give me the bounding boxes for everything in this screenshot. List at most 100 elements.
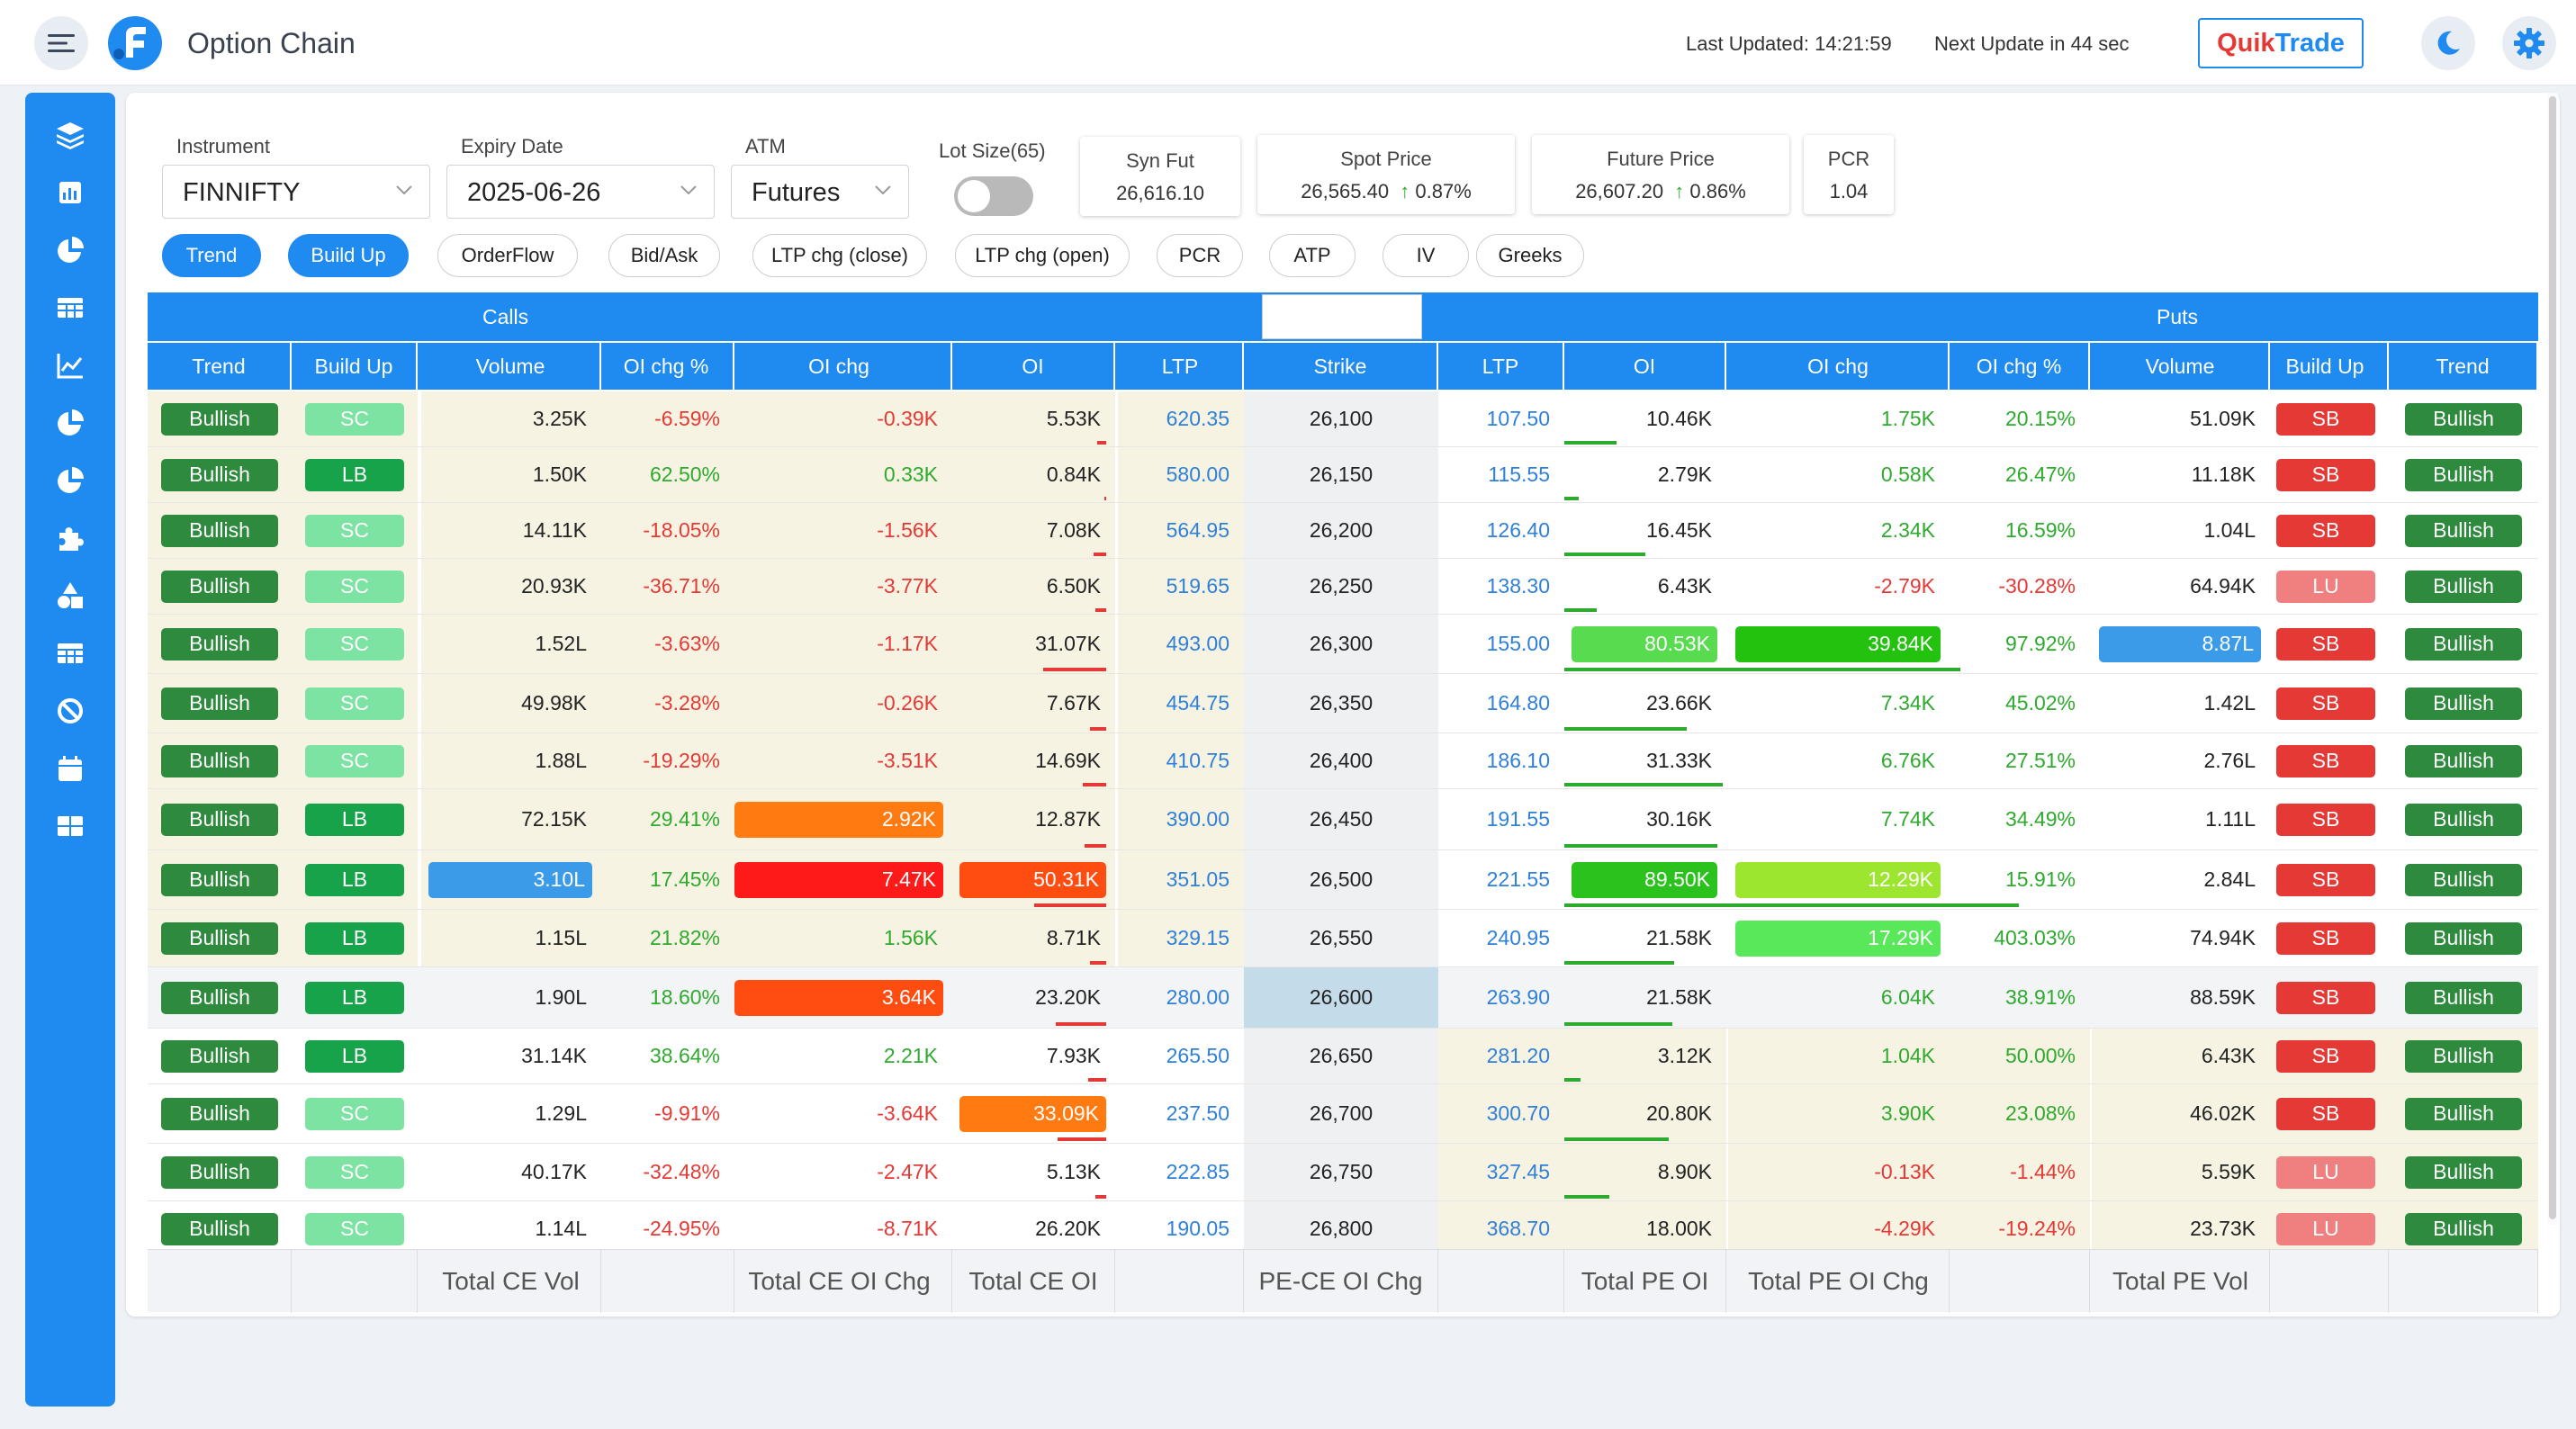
cell-value: 329.15 xyxy=(1166,926,1229,949)
table-icon-2[interactable] xyxy=(54,637,86,670)
heat-highlight: 3.64K xyxy=(734,979,943,1016)
call-build-up-cell: SC xyxy=(292,1144,418,1200)
cell-value: -8.71K xyxy=(877,1217,938,1240)
call-ltp-cell: 493.00 xyxy=(1118,615,1244,673)
call-ltp-header[interactable]: LTP xyxy=(1118,343,1244,390)
build-up-badge: SC xyxy=(305,627,404,661)
cell-value: 23.66K xyxy=(1646,691,1712,714)
call-oi-chg-header[interactable]: OI chg xyxy=(727,343,952,390)
put-volume-cell: 64.94K xyxy=(2092,559,2270,614)
puzzle-icon[interactable] xyxy=(54,522,86,554)
strike-cell: 26,100 xyxy=(1244,391,1438,446)
strike-value: 26,500 xyxy=(1309,867,1374,891)
call-build-up-cell: LB xyxy=(292,1029,418,1083)
settings-button[interactable] xyxy=(2502,16,2556,70)
tab-orderflow[interactable]: OrderFlow xyxy=(437,234,578,277)
call-volume-cell: 40.17K xyxy=(421,1144,601,1200)
atm-select[interactable]: Futures xyxy=(731,165,909,219)
call-trend-header[interactable]: Trend xyxy=(148,343,292,390)
cell-value: 222.85 xyxy=(1166,1160,1229,1183)
cell-value: 50.00% xyxy=(2004,1044,2076,1067)
layers-icon[interactable] xyxy=(54,119,86,151)
cell-value: 6.76K xyxy=(1880,749,1935,772)
put-oi-chg-cell: 2.34K xyxy=(1728,503,1950,558)
heat-highlight: 8.87L xyxy=(2099,625,2261,662)
line-chart-icon[interactable] xyxy=(54,349,86,382)
put-trend-cell: Bullish xyxy=(2389,559,2538,614)
quiktrade-button[interactable]: Quik Trade xyxy=(2198,18,2364,68)
tab-trend[interactable]: Trend xyxy=(162,234,261,277)
grid-icon[interactable] xyxy=(54,810,86,842)
call-volume-cell: 1.15L xyxy=(421,910,601,966)
trend-badge: Bullish xyxy=(161,921,278,955)
strike-cell: 26,500 xyxy=(1244,850,1438,909)
put-oi-cell: 21.58K xyxy=(1564,910,1726,966)
put-trend-cell: Bullish xyxy=(2389,850,2538,909)
call-trend-cell: Bullish xyxy=(148,789,292,849)
cell-value: 1.29L xyxy=(535,1101,587,1125)
put-oi-chg-header[interactable]: OI chg xyxy=(1728,343,1950,390)
call-oi-cell: 12.87K xyxy=(952,789,1115,849)
pcr-card: PCR 1.04 xyxy=(1804,135,1894,214)
cell-value: -3.77K xyxy=(877,574,938,598)
put-trend-header[interactable]: Trend xyxy=(2389,343,2538,390)
strike-cell: 26,250 xyxy=(1244,559,1438,614)
put-oi-cell: 2.79K xyxy=(1564,447,1726,502)
call-oi-chg-pct-header[interactable]: OI chg % xyxy=(599,343,734,390)
arrow-up-icon: ↑ xyxy=(1400,180,1410,202)
put-build-up-cell: SB xyxy=(2263,1084,2389,1143)
menu-button[interactable] xyxy=(34,16,88,70)
app-logo xyxy=(108,16,162,70)
put-oi-chg-pct-cell: 16.59% xyxy=(1950,503,2090,558)
tab-ltp-chg-close[interactable]: LTP chg (close) xyxy=(752,234,927,277)
expiry-select[interactable]: 2025-06-26 xyxy=(446,165,715,219)
call-oi-header[interactable]: OI xyxy=(952,343,1115,390)
put-oi-chg-pct-header[interactable]: OI chg % xyxy=(1950,343,2090,390)
strike-count-input[interactable]: 10 xyxy=(1262,294,1422,339)
cell-value: 34.49% xyxy=(2004,807,2076,831)
cell-value: 1.11L xyxy=(2205,807,2256,831)
call-oi-chg-pct-cell: -19.29% xyxy=(599,733,734,788)
tab-greeks[interactable]: Greeks xyxy=(1476,234,1584,277)
tab-ltp-chg-open[interactable]: LTP chg (open) xyxy=(955,234,1130,277)
call-build-up-cell: SC xyxy=(292,674,418,732)
build-up-badge: LB xyxy=(305,863,404,896)
tab-iv[interactable]: IV xyxy=(1383,234,1469,277)
table-icon[interactable] xyxy=(54,292,86,324)
put-volume-header[interactable]: Volume xyxy=(2092,343,2270,390)
call-oi-cell: 31.07K xyxy=(952,615,1115,673)
spot-price-card: Spot Price 26,565.40 ↑ 0.87% xyxy=(1257,135,1515,214)
bar-chart-icon[interactable] xyxy=(54,176,86,209)
put-trend-cell: Bullish xyxy=(2389,615,2538,673)
scrollbar-thumb[interactable] xyxy=(2549,96,2556,1219)
theme-toggle-button[interactable] xyxy=(2421,16,2475,70)
trend-badge: Bullish xyxy=(161,1155,278,1189)
put-build-up-header[interactable]: Build Up xyxy=(2263,343,2389,390)
call-volume-header[interactable]: Volume xyxy=(421,343,601,390)
tab-atp[interactable]: ATP xyxy=(1269,234,1356,277)
put-ltp-header[interactable]: LTP xyxy=(1438,343,1564,390)
call-volume-cell: 1.29L xyxy=(421,1084,601,1143)
future-price-change: 0.86% xyxy=(1689,180,1746,202)
trend-badge: Bullish xyxy=(2405,863,2522,896)
vertical-scrollbar[interactable] xyxy=(2547,93,2558,1225)
pie-chart-icon[interactable] xyxy=(54,234,86,266)
chevron-down-icon xyxy=(396,185,412,195)
tab-pcr[interactable]: PCR xyxy=(1157,234,1243,277)
pie-chart-icon-2[interactable] xyxy=(54,407,86,439)
tab-build-up[interactable]: Build Up xyxy=(288,234,409,277)
call-trend-cell: Bullish xyxy=(148,559,292,614)
shapes-icon[interactable] xyxy=(54,580,86,612)
build-up-badge: SC xyxy=(305,514,404,547)
trend-badge: Bullish xyxy=(2405,744,2522,777)
call-build-up-header[interactable]: Build Up xyxy=(292,343,418,390)
put-ltp-cell: 281.20 xyxy=(1438,1029,1564,1083)
pie-chart-icon-3[interactable] xyxy=(54,464,86,497)
calendar-icon[interactable] xyxy=(54,752,86,785)
instrument-select[interactable]: FINNIFTY xyxy=(162,165,430,219)
lot-size-toggle[interactable] xyxy=(954,176,1033,216)
strike-header[interactable]: Strike xyxy=(1244,343,1438,390)
put-oi-header[interactable]: OI xyxy=(1564,343,1726,390)
tab-bid-ask[interactable]: Bid/Ask xyxy=(608,234,720,277)
ban-icon[interactable] xyxy=(54,695,86,727)
